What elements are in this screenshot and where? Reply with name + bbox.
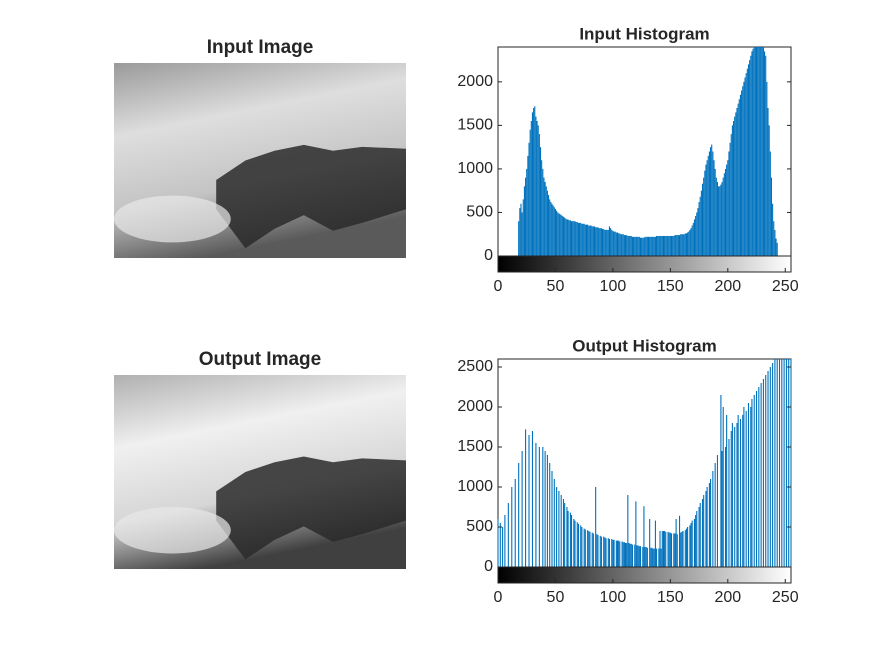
colorbar [497,255,792,273]
x-tick-label: 0 [494,278,503,295]
y-tick-label: 1000 [457,160,493,177]
y-tick-label: 500 [466,518,493,535]
chart-title: Input Histogram [579,24,709,43]
y-tick-label: 1500 [457,438,493,455]
x-tick-label: 200 [714,278,741,295]
x-tick-label: 50 [547,278,565,295]
image-title: Output Image [199,349,321,370]
y-tick-label: 1500 [457,117,493,134]
x-tick-label: 100 [600,589,627,606]
fog [113,506,231,554]
y-tick-label: 0 [484,558,493,575]
chart-title: Output Histogram [572,336,717,355]
x-tick-label: 250 [772,589,799,606]
image-title: Input Image [207,37,314,58]
y-tick-label: 2000 [457,73,493,90]
colorbar [497,566,792,584]
y-tick-label: 500 [466,204,493,221]
forest [216,456,406,560]
y-tick-label: 1000 [457,478,493,495]
y-tick-label: 0 [484,247,493,264]
x-tick-label: 200 [714,589,741,606]
y-tick-label: 2500 [457,358,493,375]
forest [216,144,406,249]
x-tick-label: 0 [494,589,503,606]
plot-area [497,46,792,257]
x-tick-label: 150 [657,589,684,606]
x-tick-label: 50 [547,589,565,606]
fog [113,195,231,243]
x-tick-label: 100 [600,278,627,295]
y-tick-label: 2000 [457,398,493,415]
plot-area [497,358,792,568]
x-tick-label: 250 [772,278,799,295]
x-tick-label: 150 [657,278,684,295]
